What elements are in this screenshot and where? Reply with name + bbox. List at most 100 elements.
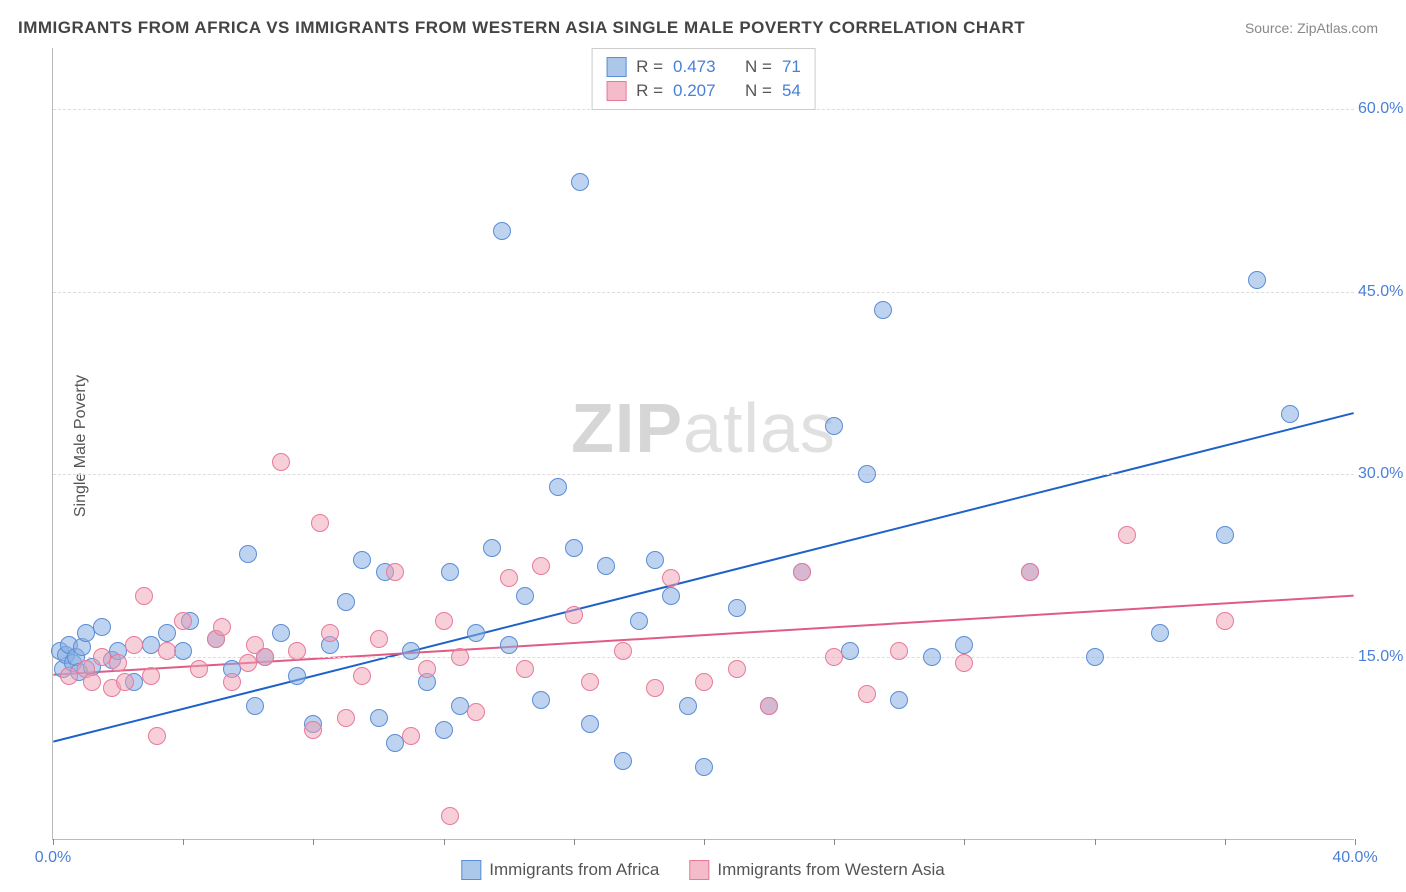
source-attribution: Source: ZipAtlas.com xyxy=(1245,20,1378,36)
data-point xyxy=(256,648,274,666)
data-point xyxy=(370,709,388,727)
legend-item-africa: Immigrants from Africa xyxy=(461,860,659,880)
y-tick-label: 30.0% xyxy=(1358,465,1406,483)
legend-label-wasia: Immigrants from Western Asia xyxy=(717,860,944,880)
data-point xyxy=(135,587,153,605)
data-point xyxy=(337,709,355,727)
data-point xyxy=(597,557,615,575)
gridline-horizontal xyxy=(53,474,1354,475)
data-point xyxy=(158,642,176,660)
data-point xyxy=(500,636,518,654)
data-point xyxy=(581,673,599,691)
x-tick-mark xyxy=(53,839,54,845)
data-point xyxy=(435,612,453,630)
data-point xyxy=(532,557,550,575)
data-point xyxy=(679,697,697,715)
data-point xyxy=(125,636,143,654)
data-point xyxy=(116,673,134,691)
data-point xyxy=(516,587,534,605)
gridline-horizontal xyxy=(53,292,1354,293)
legend-row-wasia: R = 0.207 N = 54 xyxy=(606,79,801,103)
y-tick-label: 15.0% xyxy=(1358,648,1406,666)
x-tick-mark xyxy=(834,839,835,845)
data-point xyxy=(239,545,257,563)
data-point xyxy=(1248,271,1266,289)
x-tick-mark xyxy=(183,839,184,845)
data-point xyxy=(662,587,680,605)
chart-title: IMMIGRANTS FROM AFRICA VS IMMIGRANTS FRO… xyxy=(18,18,1025,38)
data-point xyxy=(142,667,160,685)
x-tick-mark xyxy=(1095,839,1096,845)
data-point xyxy=(874,301,892,319)
y-tick-label: 45.0% xyxy=(1358,283,1406,301)
data-point xyxy=(467,624,485,642)
data-point xyxy=(353,667,371,685)
correlation-legend: R = 0.473 N = 71 R = 0.207 N = 54 xyxy=(591,48,816,110)
swatch-pink-icon xyxy=(689,860,709,880)
data-point xyxy=(304,721,322,739)
data-point xyxy=(1151,624,1169,642)
data-point xyxy=(288,642,306,660)
data-point xyxy=(1021,563,1039,581)
stat-n-value-wasia: 54 xyxy=(782,81,801,101)
stat-n-value-africa: 71 xyxy=(782,57,801,77)
x-tick-label: 0.0% xyxy=(35,849,71,867)
data-point xyxy=(246,697,264,715)
stat-n-label: N = xyxy=(745,81,772,101)
data-point xyxy=(841,642,859,660)
data-point xyxy=(370,630,388,648)
data-point xyxy=(83,673,101,691)
data-point xyxy=(402,727,420,745)
data-point xyxy=(565,606,583,624)
x-tick-mark xyxy=(704,839,705,845)
data-point xyxy=(890,642,908,660)
watermark-bold: ZIP xyxy=(571,389,683,467)
swatch-blue-icon xyxy=(606,57,626,77)
data-point xyxy=(109,654,127,672)
data-point xyxy=(793,563,811,581)
trend-lines-svg xyxy=(53,48,1354,839)
data-point xyxy=(646,679,664,697)
watermark: ZIPatlas xyxy=(571,388,836,468)
data-point xyxy=(1216,612,1234,630)
data-point xyxy=(760,697,778,715)
data-point xyxy=(825,417,843,435)
data-point xyxy=(532,691,550,709)
data-point xyxy=(223,673,241,691)
data-point xyxy=(662,569,680,587)
stat-r-label: R = xyxy=(636,81,663,101)
data-point xyxy=(451,648,469,666)
data-point xyxy=(955,654,973,672)
data-point xyxy=(549,478,567,496)
x-tick-mark xyxy=(1355,839,1356,845)
data-point xyxy=(190,660,208,678)
data-point xyxy=(158,624,176,642)
data-point xyxy=(500,569,518,587)
data-point xyxy=(353,551,371,569)
trend-line xyxy=(53,413,1353,742)
data-point xyxy=(288,667,306,685)
data-point xyxy=(418,660,436,678)
data-point xyxy=(614,752,632,770)
data-point xyxy=(467,703,485,721)
data-point xyxy=(1281,405,1299,423)
data-point xyxy=(630,612,648,630)
x-tick-label: 40.0% xyxy=(1332,849,1377,867)
series-legend: Immigrants from Africa Immigrants from W… xyxy=(461,860,944,880)
data-point xyxy=(321,624,339,642)
data-point xyxy=(213,618,231,636)
y-tick-label: 60.0% xyxy=(1358,100,1406,118)
data-point xyxy=(646,551,664,569)
data-point xyxy=(174,612,192,630)
data-point xyxy=(581,715,599,733)
data-point xyxy=(441,807,459,825)
data-point xyxy=(148,727,166,745)
data-point xyxy=(1118,526,1136,544)
data-point xyxy=(272,624,290,642)
legend-item-wasia: Immigrants from Western Asia xyxy=(689,860,944,880)
stat-r-value-wasia: 0.207 xyxy=(673,81,716,101)
data-point xyxy=(695,673,713,691)
x-tick-mark xyxy=(313,839,314,845)
x-tick-mark xyxy=(964,839,965,845)
swatch-blue-icon xyxy=(461,860,481,880)
